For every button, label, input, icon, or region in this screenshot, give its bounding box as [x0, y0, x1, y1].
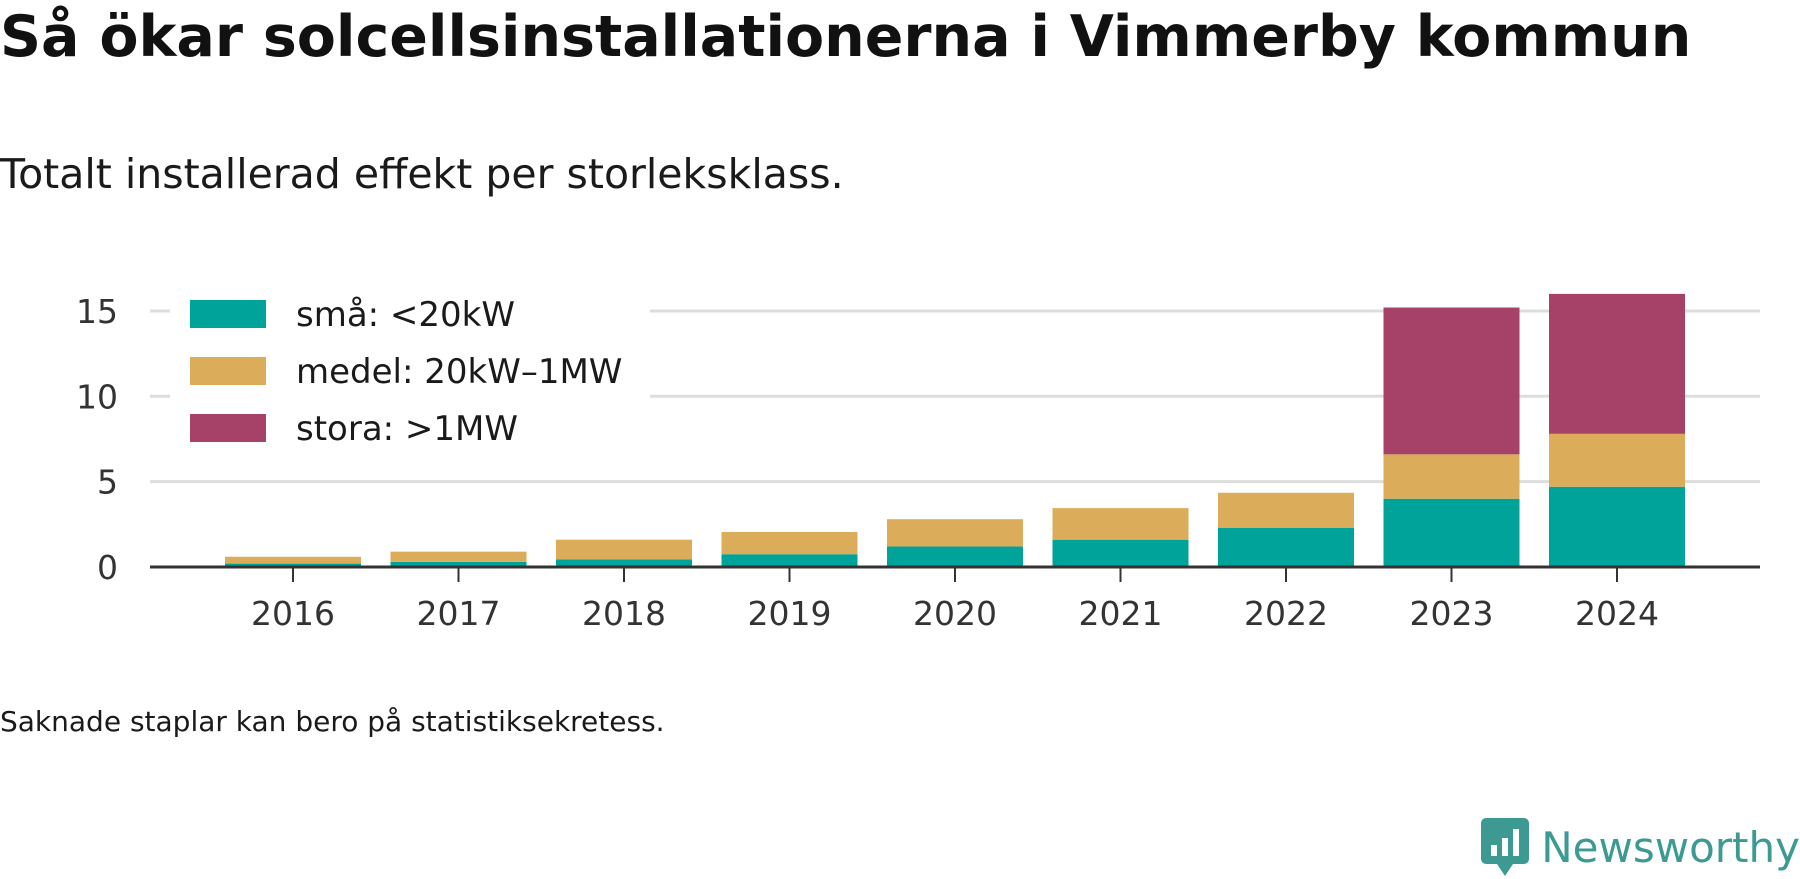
bar-segment	[887, 519, 1023, 547]
legend-label: medel: 20kW–1MW	[296, 352, 622, 392]
brand-name: Newsworthy	[1541, 822, 1800, 872]
y-tick-label: 10	[76, 377, 118, 416]
bar-segment	[1218, 492, 1354, 528]
bar-segment	[556, 559, 692, 567]
bar-segment	[1549, 433, 1685, 487]
bar-segment	[225, 563, 361, 567]
bar-segment	[1549, 293, 1685, 434]
x-tick-label: 2022	[1244, 594, 1328, 633]
y-tick-label: 5	[97, 463, 118, 502]
newsworthy-logo-icon	[1481, 818, 1530, 876]
legend-swatch	[190, 300, 266, 328]
bar-segment	[721, 532, 858, 555]
bar-segment	[1383, 454, 1520, 499]
chart-subtitle: Totalt installerad effekt per storlekskl…	[0, 150, 844, 198]
bar-segment	[225, 556, 361, 564]
bar-segment	[887, 546, 1023, 567]
x-tick-label: 2024	[1575, 594, 1659, 633]
bar-segment	[1052, 539, 1189, 567]
x-tick-label: 2018	[582, 594, 666, 633]
x-tick-label: 2021	[1079, 594, 1163, 633]
x-tick-label: 2016	[251, 594, 335, 633]
bar-segment	[721, 554, 858, 567]
bar-segment	[1549, 486, 1685, 567]
x-tick-label: 2017	[417, 594, 501, 633]
bar-segment	[1383, 307, 1520, 455]
bar-segment	[556, 539, 692, 560]
bar-segment	[390, 561, 527, 567]
x-tick-label: 2020	[913, 594, 997, 633]
footnote: Saknade staplar kan bero på statistiksek…	[0, 705, 665, 738]
bar-segment	[1383, 498, 1520, 567]
x-tick-label: 2019	[748, 594, 832, 633]
x-tick-label: 2023	[1410, 594, 1494, 633]
y-tick-label: 15	[76, 292, 118, 331]
bar-segment	[390, 551, 527, 562]
bar-segment	[1218, 527, 1354, 567]
legend-label: små: <20kW	[296, 295, 515, 335]
legend-swatch	[190, 414, 266, 442]
brand[interactable]: Newsworthy	[1481, 818, 1800, 876]
stacked-bar-chart: 0 5 10 15 2016 2017 2018 2019 2020 2021 2022 2023 20…	[76, 290, 1760, 633]
legend-swatch	[190, 357, 266, 385]
bar-segment	[1052, 508, 1189, 540]
chart-title: Så ökar solcellsinstallationerna i Vimme…	[0, 4, 1692, 70]
legend-label: stora: >1MW	[296, 409, 518, 449]
y-tick-label: 0	[97, 548, 118, 587]
